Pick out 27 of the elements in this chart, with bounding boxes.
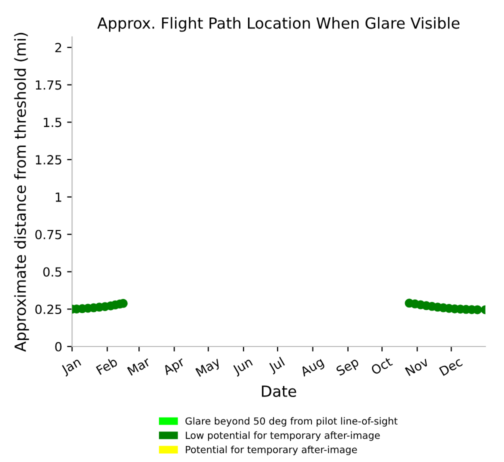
legend-label: Glare beyond 50 deg from pilot line-of-sight bbox=[185, 417, 398, 427]
y-tick-label: 2 bbox=[55, 42, 62, 52]
x-tick-label: Sep bbox=[336, 356, 361, 378]
x-tick-label: Dec bbox=[439, 356, 463, 376]
y-tick-label: 0.5 bbox=[43, 267, 62, 277]
x-tick-label: Jan bbox=[60, 357, 82, 377]
y-axis-title: Approximate distance from threshold (mi) bbox=[14, 32, 29, 352]
y-tick-label: 1.75 bbox=[36, 80, 62, 90]
x-tick-label: Apr bbox=[162, 356, 187, 378]
y-tick-label: 1 bbox=[56, 192, 62, 202]
x-tick-label: Jul bbox=[267, 356, 286, 374]
legend-label: Potential for temporary after-image bbox=[186, 446, 357, 456]
x-tick-label: Mar bbox=[127, 356, 152, 376]
y-tick-label: 1.25 bbox=[36, 155, 62, 165]
x-tick-label: Jun bbox=[232, 357, 254, 377]
y-tick-label: 1.5 bbox=[44, 118, 62, 128]
legend-label: Low potential for temporary after-image bbox=[186, 431, 380, 441]
y-tick-label: 0 bbox=[55, 342, 62, 352]
x-tick-label: Oct bbox=[370, 356, 393, 376]
chart-title: Approx. Flight Path Location When Glare Visible bbox=[97, 17, 460, 32]
y-tick-label: 0.25 bbox=[35, 304, 62, 314]
x-tick-label: Feb bbox=[96, 356, 118, 376]
x-tick-label: May bbox=[195, 356, 222, 380]
x-axis-title: Date bbox=[262, 386, 296, 397]
x-tick-label: Aug bbox=[299, 357, 326, 379]
x-tick-label: Nov bbox=[404, 356, 430, 376]
y-tick-label: 0.75 bbox=[35, 230, 62, 240]
